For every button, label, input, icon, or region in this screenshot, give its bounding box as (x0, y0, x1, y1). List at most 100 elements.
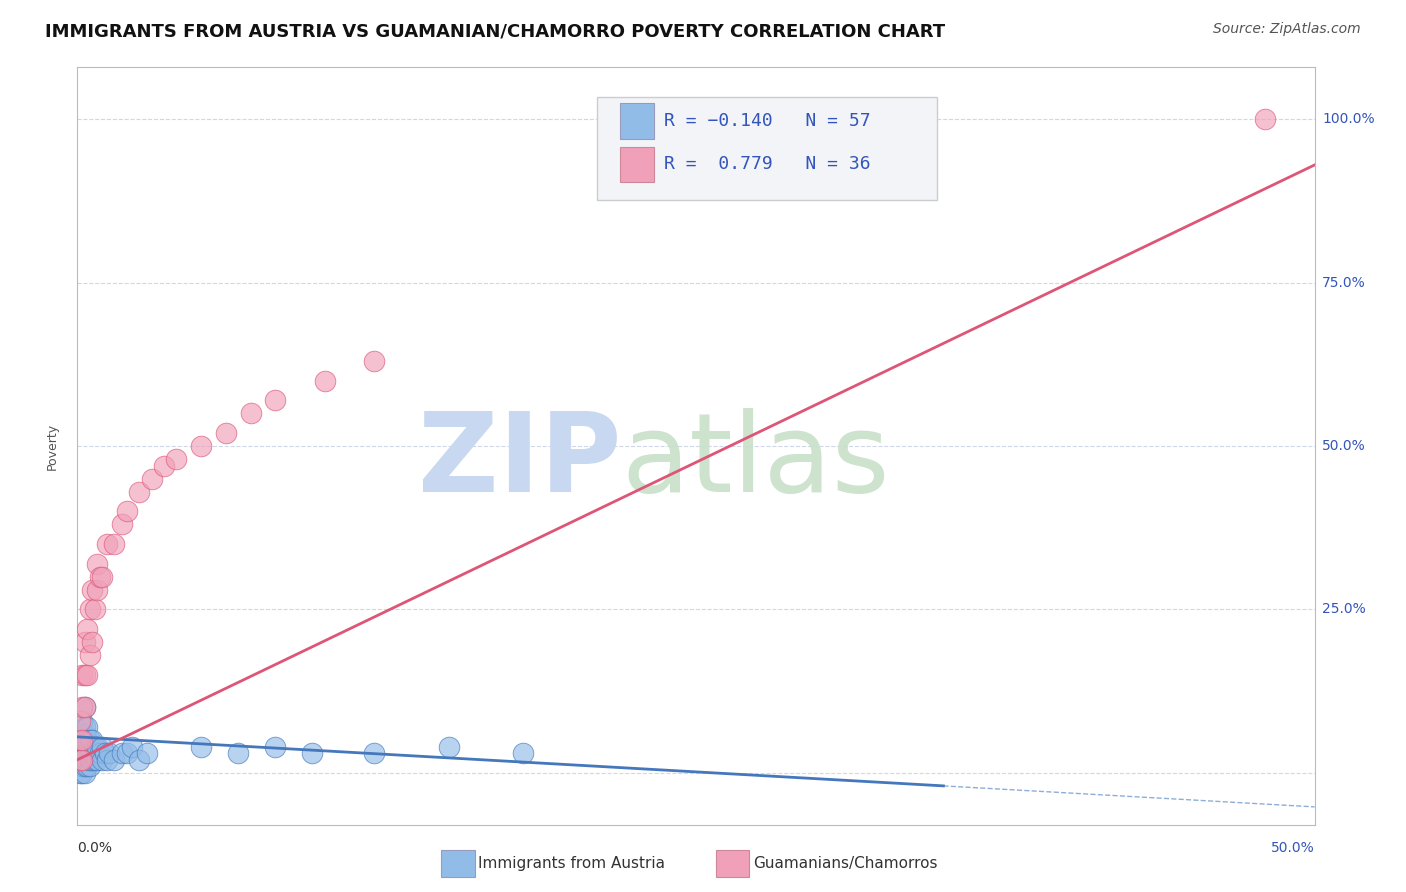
Point (72, 759, 94, 773)
Point (82, 746, 104, 760)
Point (86, 557, 108, 571)
Text: 0.0%: 0.0% (77, 841, 112, 855)
Text: R = −0.140   N = 57: R = −0.140 N = 57 (664, 112, 870, 130)
Point (115, 504, 138, 518)
Point (82, 635, 104, 649)
Point (98, 746, 121, 760)
Point (73, 746, 96, 760)
Point (73, 753, 96, 767)
Text: ZIP: ZIP (419, 408, 621, 515)
Point (72, 765, 94, 780)
Point (96, 753, 118, 767)
Point (76, 733, 98, 747)
Point (215, 425, 238, 440)
Point (69, 714, 91, 728)
Point (83, 602, 105, 616)
Text: 50.0%: 50.0% (1322, 439, 1365, 453)
Point (153, 458, 176, 473)
Text: 100.0%: 100.0% (1322, 112, 1375, 126)
Point (69, 739, 91, 754)
Point (73, 739, 96, 754)
Point (72, 726, 94, 740)
Point (86, 753, 108, 767)
Point (314, 374, 336, 388)
Point (72, 733, 94, 747)
Point (121, 739, 143, 754)
Point (79, 759, 101, 773)
Point (190, 439, 212, 453)
Point (79, 753, 101, 767)
Point (72, 753, 94, 767)
Point (103, 753, 125, 767)
Text: Immigrants from Austria: Immigrants from Austria (478, 856, 665, 871)
Text: 75.0%: 75.0% (1322, 276, 1365, 290)
Point (301, 746, 323, 760)
Point (91, 570, 114, 584)
Text: Poverty: Poverty (46, 423, 59, 469)
Point (82, 753, 104, 767)
Point (1254, 112, 1277, 127)
Text: 50.0%: 50.0% (1271, 841, 1315, 855)
Point (128, 484, 150, 499)
Point (89, 746, 111, 760)
Point (437, 739, 460, 754)
Point (73, 700, 96, 714)
Point (79, 602, 101, 616)
Text: atlas: atlas (621, 408, 890, 515)
Point (103, 537, 125, 551)
Point (226, 746, 249, 760)
Point (72, 753, 94, 767)
Point (73, 759, 96, 773)
Point (72, 739, 94, 754)
Point (86, 739, 108, 754)
Point (72, 733, 94, 747)
Point (76, 746, 98, 760)
Point (69, 753, 91, 767)
Point (96, 537, 118, 551)
Point (91, 739, 114, 754)
Point (73, 733, 96, 747)
Point (363, 746, 385, 760)
FancyBboxPatch shape (620, 146, 654, 182)
Point (239, 406, 262, 420)
Text: IMMIGRANTS FROM AUSTRIA VS GUAMANIAN/CHAMORRO POVERTY CORRELATION CHART: IMMIGRANTS FROM AUSTRIA VS GUAMANIAN/CHA… (45, 22, 945, 40)
Text: 25.0%: 25.0% (1322, 602, 1365, 616)
Point (76, 667, 98, 681)
FancyBboxPatch shape (620, 103, 654, 138)
Point (264, 739, 287, 754)
Point (512, 746, 534, 760)
Point (264, 393, 287, 408)
Point (72, 714, 94, 728)
Point (79, 648, 101, 662)
Text: R =  0.779   N = 36: R = 0.779 N = 36 (664, 155, 870, 173)
Point (83, 739, 105, 754)
Point (76, 753, 98, 767)
Point (115, 746, 138, 760)
Point (72, 700, 94, 714)
Point (73, 700, 96, 714)
Point (73, 635, 96, 649)
Text: Guamanians/Chamorros: Guamanians/Chamorros (754, 856, 938, 871)
Point (89, 570, 111, 584)
Point (69, 753, 91, 767)
Point (79, 733, 101, 747)
Point (76, 622, 98, 636)
Point (73, 720, 96, 734)
Point (111, 746, 134, 760)
Point (83, 753, 105, 767)
Point (73, 667, 96, 681)
Point (111, 517, 134, 532)
Point (72, 746, 94, 760)
Point (363, 354, 385, 368)
Point (82, 733, 104, 747)
Text: Source: ZipAtlas.com: Source: ZipAtlas.com (1213, 22, 1361, 37)
Point (73, 726, 96, 740)
Point (69, 746, 91, 760)
Point (91, 753, 114, 767)
Point (141, 472, 163, 486)
Point (72, 667, 94, 681)
Point (79, 746, 101, 760)
Point (86, 582, 108, 597)
Point (128, 753, 150, 767)
Point (69, 759, 91, 773)
